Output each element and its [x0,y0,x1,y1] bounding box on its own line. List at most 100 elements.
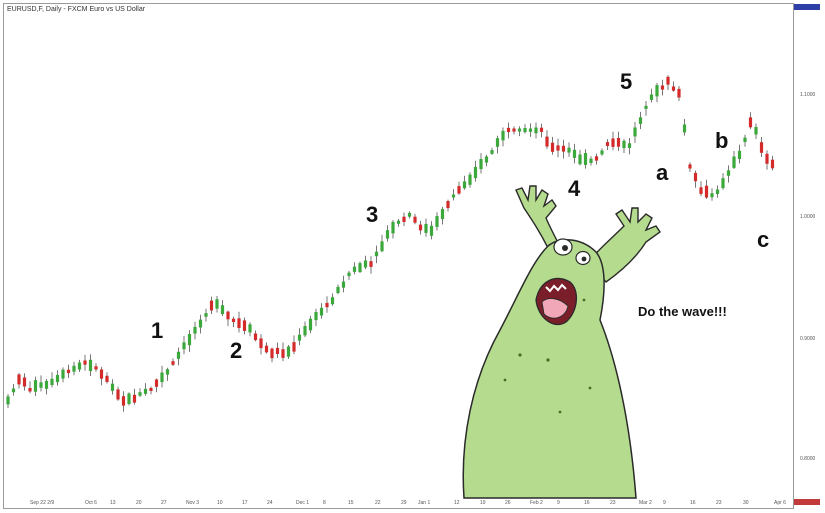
candle-body [479,159,483,170]
candle-body [347,272,351,277]
candle-body [297,334,302,341]
candle-body [187,334,192,346]
candle-body [154,379,159,387]
candle-body [66,369,71,374]
x-tick-label: Oct 6 [85,500,97,506]
candle-body [633,127,637,137]
candle-body [655,85,659,97]
candle-body [644,105,648,109]
wave-label-b: b [715,128,729,153]
candle-body [765,153,769,164]
x-tick-label: 9 [663,500,666,506]
candle-body [369,261,373,267]
candle-body [336,286,340,293]
candle-body [215,299,219,309]
candle-body [737,150,742,159]
candle-body [726,170,731,176]
candle-body [561,145,566,152]
candle-body [127,393,131,404]
candle-body [99,369,104,379]
candle-body [198,319,203,328]
candle-body [462,181,467,189]
candle-body [754,127,758,135]
candle-body [605,142,610,146]
x-tick-label: 9 [557,500,560,506]
candle-body [616,138,621,147]
candle-body [743,137,747,142]
candle-body [748,117,753,128]
candle-body [715,189,720,194]
candle-body [545,136,549,147]
candle-body [264,345,269,353]
candle-body [143,388,148,394]
candle-body [534,127,538,134]
candle-body [105,375,109,382]
x-tick-label: Nov 3 [186,500,200,506]
candle-body [721,178,725,189]
candle-body [204,313,208,317]
candle-body [94,366,98,370]
x-tick-label: 27 [161,500,167,506]
candle-body [171,361,175,365]
x-tick-label: 15 [348,500,354,506]
x-tick-label: 19 [480,500,486,506]
candle-body [402,216,406,222]
wave-label-3: 3 [366,202,379,227]
candle-body [182,342,186,350]
candle-body [352,266,357,272]
candle-body [578,154,582,165]
x-tick-label: 30 [743,500,749,506]
candle-body [407,212,412,217]
candle-body [501,130,505,141]
candle-body [286,346,291,357]
candle-body [259,338,263,349]
candle-body [358,263,362,272]
candle-body [39,382,43,388]
candle-body [226,311,230,320]
x-tick-label: Jan 1 [418,500,431,506]
wave-label-2: 2 [230,338,243,363]
candle-body [611,138,615,147]
wave-label-4: 4 [568,176,581,201]
x-tick-label: 16 [690,500,696,506]
candle-body [446,201,450,209]
x-tick-label: Feb 2 [530,500,543,506]
wave-label-c: c [757,227,770,252]
candle-body [380,241,384,252]
candle-body [88,359,93,372]
price-axis: 1.1000 1.0000 0.9000 0.8000 [793,3,821,509]
candle-body [83,360,87,365]
candle-body [220,305,225,315]
candle-body [72,365,76,372]
candle-body [495,138,500,147]
character-body [462,185,661,499]
candle-body [281,349,285,358]
candle-body [699,187,703,194]
candle-body [704,185,709,198]
candle-body [451,194,456,198]
candle-body [506,127,511,133]
candle-body [468,174,472,185]
y-tick-label: 1.0000 [800,214,816,220]
wave-label-1: 1 [151,318,164,343]
candle-body [17,374,21,385]
x-tick-label: 22 [375,500,381,506]
candle-body [50,378,54,385]
candle-body [77,362,82,370]
candle-body [473,166,478,179]
candle-body [424,223,428,233]
candle-body [248,324,252,333]
candle-body [6,396,10,405]
candle-body [627,143,632,148]
x-tick-label: 8 [323,500,326,506]
candle-body [517,128,522,132]
candle-body [270,348,274,359]
candle-body [303,326,307,336]
candle-body [528,128,533,132]
candle-body [341,281,346,288]
candle-body [138,392,142,396]
candle-body [176,351,181,359]
